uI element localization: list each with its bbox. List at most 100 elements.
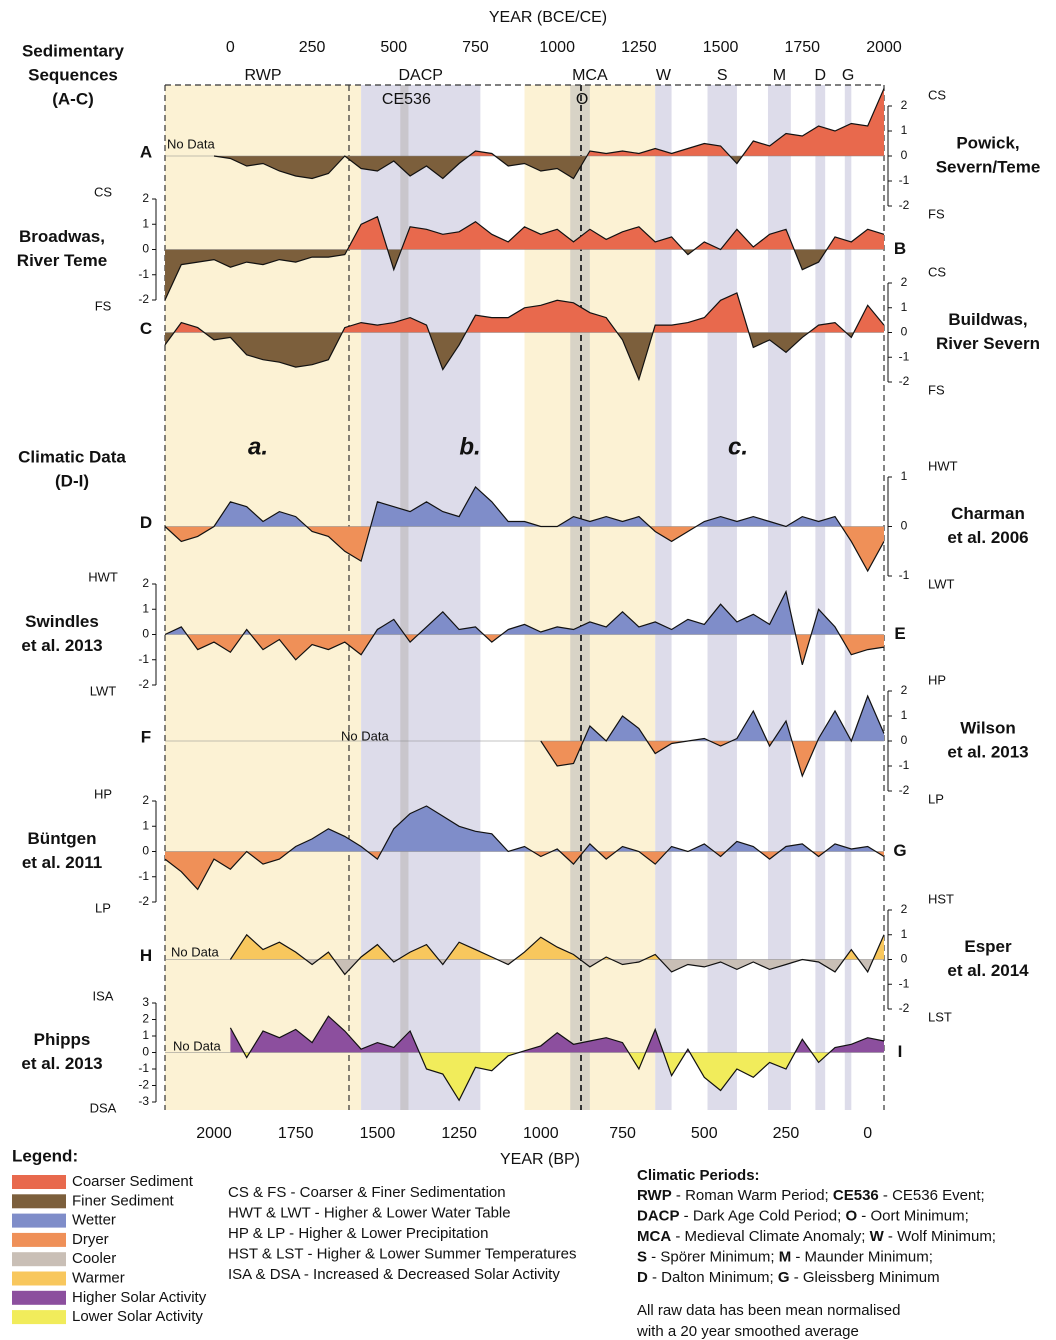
y-tick-label: 1 — [901, 469, 908, 483]
area-negative — [165, 851, 884, 890]
panel-name: Büntgen — [28, 829, 97, 848]
panel-letter: G — [893, 841, 906, 860]
abbreviation: HP & LP - Higher & Lower Precipitation — [228, 1225, 488, 1242]
x-tick-label: 500 — [380, 39, 407, 56]
y-tick-label: -1 — [899, 173, 910, 187]
area-negative — [165, 249, 884, 300]
section-title: Sedimentary — [22, 41, 125, 60]
panel-name: Powick, — [956, 133, 1019, 152]
panel-letter: E — [894, 624, 905, 643]
panel-name: Charman — [951, 504, 1025, 523]
area-negative — [214, 156, 884, 179]
panel-name: River Severn — [936, 334, 1040, 353]
axis-end-label: CS — [928, 87, 946, 102]
x2-tick-label: 2000 — [196, 1125, 232, 1142]
abbreviation: ISA & DSA - Increased & Decreased Solar … — [228, 1266, 560, 1283]
legend-swatch — [12, 1175, 66, 1189]
y-tick-label: 2 — [901, 98, 908, 112]
axis-end-label: HP — [928, 672, 946, 687]
period-name: - Maunder Minimum; — [791, 1248, 933, 1265]
panel-letter: F — [141, 727, 151, 746]
y-tick-label: 0 — [142, 627, 149, 641]
axis-end-label: HST — [928, 891, 954, 906]
period-band — [361, 85, 481, 1110]
abbreviation: CS & FS - Coarser & Finer Sedimentation — [228, 1184, 506, 1201]
area-negative — [230, 1052, 884, 1101]
period-label: MCA — [572, 67, 608, 84]
y-tick-label: -2 — [138, 894, 149, 908]
axis-end-label: ISA — [93, 988, 114, 1003]
period-abbr: D — [637, 1269, 648, 1286]
section-title: (A-C) — [52, 89, 94, 108]
series-line — [164, 485, 885, 573]
x2-tick-label: 1500 — [360, 1125, 396, 1142]
panel-name: Phipps — [34, 1030, 91, 1049]
y-tick-label: -1 — [138, 1061, 149, 1075]
series-line — [164, 292, 885, 382]
y-tick-label: -1 — [138, 869, 149, 883]
area-negative — [540, 741, 884, 776]
period-name: - Spörer Minimum; — [647, 1248, 779, 1265]
periods-title: Climatic Periods: — [637, 1167, 760, 1184]
panel-letter: D — [140, 513, 152, 532]
legend-label: Higher Solar Activity — [72, 1289, 207, 1306]
axis-end-label: FS — [928, 206, 945, 221]
bottom-axis-title: YEAR (BP) — [500, 1151, 580, 1168]
area-negative — [165, 332, 884, 380]
y-tick-label: -2 — [899, 198, 910, 212]
y-tick-label: 2 — [142, 576, 149, 590]
abbreviation: HST & LST - Higher & Lower Summer Temper… — [228, 1245, 576, 1262]
axis-end-label: LST — [928, 1009, 952, 1024]
period-label: D — [814, 67, 826, 84]
legend-swatch — [12, 1290, 66, 1305]
period-band — [524, 85, 656, 1110]
x2-tick-label: 1000 — [523, 1125, 559, 1142]
panel-name: Esper — [964, 937, 1012, 956]
period-abbr: CE536 — [833, 1187, 879, 1204]
top-axis-title: YEAR (BCE/CE) — [489, 9, 607, 26]
axis-end-label: LP — [95, 900, 111, 915]
period-abbr: O — [845, 1207, 857, 1224]
x-tick-label: 250 — [299, 39, 326, 56]
x2-tick-label: 0 — [863, 1125, 872, 1142]
period-band — [400, 85, 409, 1110]
axis-end-label: DSA — [90, 1100, 117, 1115]
area-positive — [540, 696, 884, 741]
area-positive — [165, 216, 884, 250]
phase-label: c. — [728, 433, 748, 460]
y-tick-label: 0 — [901, 519, 908, 533]
panel-name: et al. 2014 — [947, 961, 1029, 980]
period-name: - Dark Age Cold Period; — [680, 1207, 846, 1224]
y-tick-label: -2 — [899, 783, 910, 797]
period-abbr: DACP — [637, 1207, 680, 1224]
y-tick-label: 1 — [142, 1028, 149, 1042]
y-tick-label: 1 — [142, 601, 149, 615]
area-positive — [230, 1016, 884, 1053]
y-tick-label: -3 — [138, 1094, 149, 1108]
period-band — [844, 85, 852, 1110]
y-tick-label: -1 — [138, 267, 149, 281]
y-tick-label: 2 — [901, 275, 908, 289]
phase-label: a. — [248, 433, 268, 460]
period-label: M — [773, 67, 786, 84]
y-tick-label: -2 — [138, 1078, 149, 1092]
period-label: O — [576, 91, 588, 108]
period-name: - Wolf Minimum; — [884, 1228, 996, 1245]
axis-end-label: HWT — [928, 458, 958, 473]
legend-swatch — [12, 1213, 66, 1228]
axis-end-label: FS — [928, 382, 945, 397]
area-positive — [165, 486, 884, 527]
legend-label: Cooler — [72, 1250, 116, 1267]
y-tick-label: -2 — [899, 1001, 910, 1015]
period-band — [815, 85, 826, 1110]
panel-name: et al. 2013 — [21, 636, 102, 655]
section-title: Sequences — [28, 65, 118, 84]
series-line — [164, 589, 885, 665]
y-tick-label: 0 — [142, 844, 149, 858]
y-tick-label: -2 — [138, 292, 149, 306]
period-name: - Medieval Climate Anomaly; — [671, 1228, 869, 1245]
abbreviation: HWT & LWT - Higher & Lower Water Table — [228, 1204, 511, 1221]
period-name: - Oort Minimum; — [857, 1207, 969, 1224]
y-tick-label: 1 — [142, 818, 149, 832]
area-negative — [230, 959, 884, 975]
